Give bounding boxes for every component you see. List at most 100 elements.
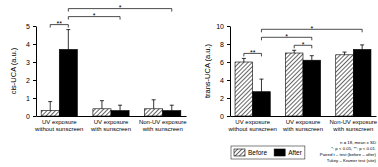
y-tick-label: 10 [216, 23, 224, 30]
x-tick: UV exposurewith sunscreen [90, 116, 131, 132]
x-axis: UV exposurewithout sunscreenUV exposurew… [34, 116, 187, 132]
y-tick-label: 0 [220, 113, 224, 120]
bar [353, 49, 371, 116]
significance-label: ** [250, 49, 256, 56]
bar [163, 111, 181, 116]
error-bar [68, 30, 69, 50]
error-cap [259, 79, 263, 80]
y-tick: 4 [220, 77, 230, 84]
y-tick: 4 [26, 41, 36, 48]
y-tick-mark [33, 26, 36, 27]
y-tick-mark [33, 62, 36, 63]
y-tick: 2 [220, 95, 230, 102]
x-tick-line: UV exposure [42, 119, 77, 125]
note: n = 18, mean ± SD [340, 140, 376, 145]
y-tick: 2 [26, 77, 36, 84]
legend-label: After [288, 149, 303, 156]
note: Paired t – test (before – after) [320, 152, 377, 157]
panel: 012345UV exposurewithout sunscreenUV exp… [9, 4, 187, 132]
error-bar [120, 105, 121, 110]
y-axis: 0 2 4 6 8 10 [216, 23, 230, 120]
y-tick: 5 [26, 23, 36, 30]
error-cap [360, 44, 364, 45]
significance-label: * [285, 33, 288, 40]
error-bar [261, 79, 262, 92]
error-bar [344, 52, 345, 55]
error-bar [171, 105, 172, 110]
legend-swatch [234, 149, 245, 156]
x-tick-line: UV exposure [286, 119, 321, 125]
error-cap [100, 100, 104, 101]
x-tick: UV exposurewithout sunscreen [34, 116, 83, 132]
bar [59, 49, 77, 116]
error-bar [294, 50, 295, 53]
y-tick-mark [33, 44, 36, 45]
y-tick-label: 4 [220, 77, 224, 84]
x-tick-label: UV exposurewith sunscreen [282, 119, 323, 132]
x-tick: Non-UV exposurewith sunscreen [329, 116, 377, 132]
note: *: p < 0.05, **: p < 0.01. [331, 146, 376, 151]
y-tick: 8 [220, 41, 230, 48]
y-axis-title: trans-UCA (a.u.) [203, 43, 212, 98]
y-tick-mark [227, 80, 230, 81]
x-tick: UV exposurewith sunscreen [282, 116, 323, 132]
y-tick-label: 2 [26, 77, 30, 84]
error-cap [48, 101, 52, 102]
y-tick-label: 3 [26, 59, 30, 66]
x-tick-line: Non-UV exposure [139, 119, 187, 125]
error-cap [292, 50, 296, 51]
bar [336, 55, 354, 116]
legend-label: Before [248, 149, 268, 156]
error-bar [362, 45, 363, 50]
error-cap [310, 55, 314, 56]
y-axis: 0 1 2 3 4 5 [26, 23, 36, 120]
significance-label: * [310, 25, 313, 32]
x-tick-line: with sunscreen [90, 126, 131, 132]
error-cap [152, 99, 156, 100]
error-bar [50, 102, 51, 111]
legend-swatch [274, 149, 285, 156]
panel: 0246810UV exposurewithout sunscreenUV ex… [203, 23, 378, 133]
x-tick-line: with sunscreen [332, 126, 373, 132]
x-tick-label: UV exposurewithout sunscreen [227, 119, 276, 132]
bar [235, 62, 253, 116]
chart-canvas: 012345UV exposurewithout sunscreenUV exp… [0, 0, 378, 167]
error-cap [118, 105, 122, 106]
x-tick-label: UV exposurewith sunscreen [90, 119, 131, 132]
significance-label: * [93, 12, 96, 19]
bar [285, 53, 303, 116]
x-tick-line: without sunscreen [34, 126, 83, 132]
y-tick-label: 5 [26, 23, 30, 30]
y-tick-mark [33, 98, 36, 99]
bar [93, 109, 111, 116]
error-cap [170, 105, 174, 106]
bar [303, 60, 321, 116]
x-tick-line: with sunscreen [282, 126, 323, 132]
y-tick-label: 8 [220, 41, 224, 48]
significance-label: * [302, 41, 305, 48]
y-tick-mark [227, 98, 230, 99]
bar [41, 111, 59, 116]
y-axis-title: cis-UCA (a.u.) [9, 47, 18, 94]
y-tick-mark [227, 116, 230, 117]
y-tick-mark [227, 44, 230, 45]
y-tick-mark [227, 26, 230, 27]
bar [111, 111, 129, 116]
y-tick: 3 [26, 59, 36, 66]
x-tick-line: UV exposure [235, 119, 270, 125]
plot-area [41, 30, 181, 116]
y-tick: 6 [220, 59, 230, 66]
x-tick-line: with sunscreen [142, 126, 183, 132]
bar [253, 92, 271, 116]
y-tick: 0 [26, 113, 36, 120]
y-tick: 1 [26, 95, 36, 102]
x-tick-line: Non-UV exposure [329, 119, 377, 125]
y-tick-label: 2 [220, 95, 224, 102]
error-bar [243, 58, 244, 62]
error-cap [242, 58, 246, 59]
y-tick-label: 0 [26, 113, 30, 120]
x-tick: UV exposurewithout sunscreen [227, 116, 276, 132]
y-tick: 10 [216, 23, 230, 30]
y-tick-mark [227, 62, 230, 63]
y-tick-label: 4 [26, 41, 30, 48]
